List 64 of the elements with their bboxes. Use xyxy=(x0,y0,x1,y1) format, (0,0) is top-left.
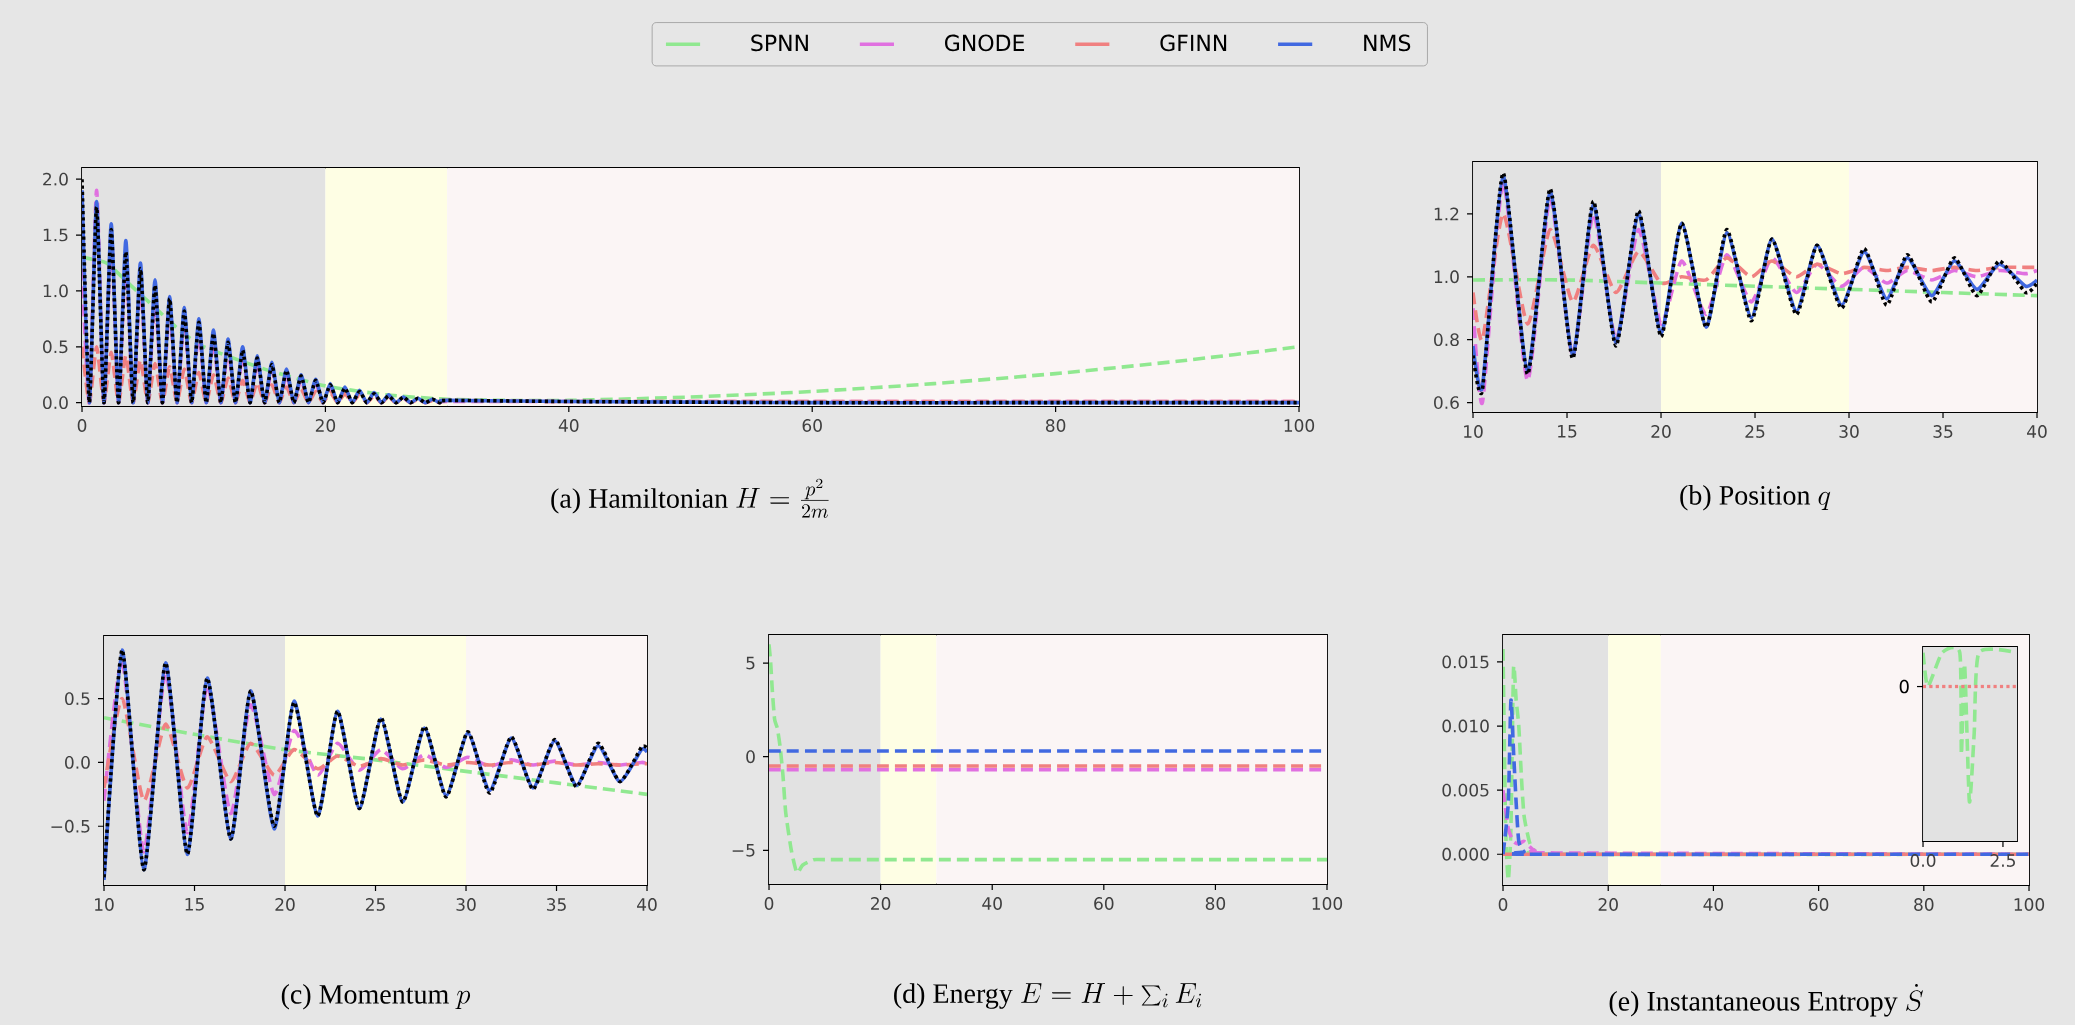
x-tick-label: 30 xyxy=(1839,425,1859,438)
y-tick-label: 0.5 xyxy=(65,692,90,706)
y-tick-label: 0 xyxy=(746,750,755,764)
x-tick-label: 80 xyxy=(1205,897,1226,910)
y-tick-label: 1.0 xyxy=(1434,270,1459,284)
y-tick-label: 1.0 xyxy=(43,284,68,298)
y-tick-label: 0.0 xyxy=(65,756,90,769)
x-tick-label: 35 xyxy=(546,898,566,911)
legend-label: GNODE xyxy=(945,34,1025,52)
y-tick-label: 1.2 xyxy=(1434,207,1459,221)
y-tick-label: 0.010 xyxy=(1442,719,1489,733)
x-tick-label: 10 xyxy=(1464,425,1483,438)
text: $\mbox{(c) Momentum } p$ xyxy=(281,984,471,1010)
y-tick-label: 0.0 xyxy=(43,396,68,410)
legend-label: GFINN xyxy=(1160,34,1227,52)
y-tick-label: −5 xyxy=(732,843,755,857)
y-tick-label: 0.000 xyxy=(1442,847,1489,861)
y-tick-label: 0.8 xyxy=(1434,333,1459,347)
text: $\mbox{(e) Instantaneous Entropy } \dot{S}$ xyxy=(1609,984,1923,1017)
x-tick-label: 40 xyxy=(558,419,579,432)
y-tick-label: 2.0 xyxy=(43,172,68,186)
line-series xyxy=(104,715,648,797)
y-tick-label: 5 xyxy=(746,656,755,670)
x-tick-label: 15 xyxy=(185,898,204,911)
x-tick-label: 40 xyxy=(637,898,657,911)
text: $\mbox{(b) Position } q$ xyxy=(1680,485,1831,511)
x-tick-label: 15 xyxy=(1558,425,1577,438)
x-tick-label: 60 xyxy=(802,419,822,432)
line-series xyxy=(1473,277,2038,298)
x-tick-label: 80 xyxy=(1914,898,1934,911)
x-tick-label: 0 xyxy=(764,897,774,910)
x-tick-label: 25 xyxy=(1745,425,1765,438)
x-tick-label: 60 xyxy=(1808,898,1829,911)
y-tick-label: 0.5 xyxy=(43,340,68,354)
text: $\mbox{(a) Hamiltonian } H = \frac{p^{2}}{2m}$ xyxy=(551,478,829,518)
x-tick-label: 80 xyxy=(1045,419,1066,432)
x-tick-label: 100 xyxy=(1284,419,1315,432)
x-tick-label: 20 xyxy=(871,897,891,910)
x-tick-label: 20 xyxy=(1598,898,1618,911)
x-tick-label: 40 xyxy=(1703,898,1724,911)
y-tick-label: 1.5 xyxy=(43,228,68,242)
legend-label: NMS xyxy=(1364,34,1411,52)
y-tick-label: 0.005 xyxy=(1442,783,1489,797)
x-tick-label: 20 xyxy=(1651,425,1671,438)
x-tick-label: 0 xyxy=(1498,898,1508,911)
x-tick-label: 2.5 xyxy=(1990,854,2015,867)
x-tick-label: 100 xyxy=(2014,898,2045,911)
x-tick-label: 60 xyxy=(1094,897,1114,910)
x-tick-label: 20 xyxy=(315,419,336,432)
x-tick-label: 100 xyxy=(1312,897,1343,910)
legend-label: SPNN xyxy=(751,34,808,52)
x-tick-label: 25 xyxy=(365,898,385,911)
text: $\mbox{(d) Energy } E = H + \sum_{i} E_{i}$ xyxy=(894,983,1202,1009)
x-tick-label: 35 xyxy=(1933,425,1953,438)
x-tick-label: 40 xyxy=(2027,425,2047,438)
x-tick-label: 30 xyxy=(456,898,476,911)
x-tick-label: 10 xyxy=(95,898,114,911)
y-tick-label: 0.015 xyxy=(1442,655,1489,669)
annotation: 0 xyxy=(1899,679,1909,694)
y-tick-label: 0.6 xyxy=(1434,396,1459,409)
x-tick-label: 40 xyxy=(982,897,1002,910)
x-tick-label: 20 xyxy=(275,898,295,911)
line-series xyxy=(104,696,648,803)
y-tick-label: −0.5 xyxy=(51,819,90,833)
